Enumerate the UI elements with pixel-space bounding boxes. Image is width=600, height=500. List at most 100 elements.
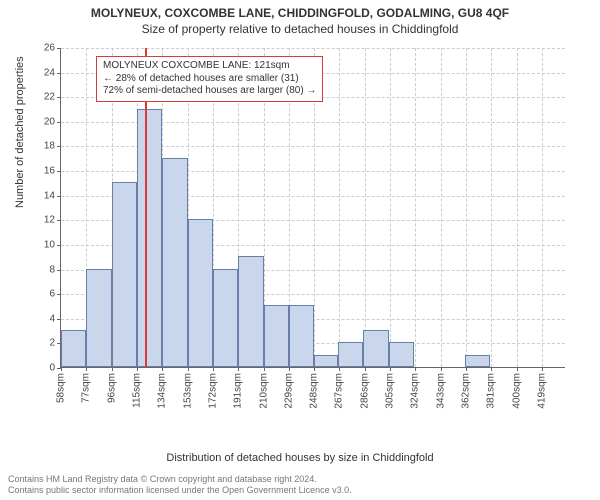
gridline-vertical — [491, 48, 492, 367]
x-tick-label: 324sqm — [410, 373, 421, 409]
x-tick-label: 134sqm — [157, 373, 168, 409]
histogram-bar — [213, 269, 238, 367]
x-tick-label: 419sqm — [537, 373, 548, 409]
title-block: MOLYNEUX, COXCOMBE LANE, CHIDDINGFOLD, G… — [0, 0, 600, 38]
x-tick-mark — [137, 367, 138, 371]
gridline-vertical — [339, 48, 340, 367]
x-tick-mark — [188, 367, 189, 371]
histogram-bar — [465, 355, 490, 367]
gridline-vertical — [365, 48, 366, 367]
y-tick-label: 24 — [44, 67, 55, 78]
y-tick-label: 14 — [44, 190, 55, 201]
y-tick-label: 12 — [44, 215, 55, 226]
annotation-box: MOLYNEUX COXCOMBE LANE: 121sqm ← 28% of … — [96, 56, 323, 102]
histogram-bar — [61, 330, 86, 367]
y-tick-label: 26 — [44, 43, 55, 54]
y-tick-label: 20 — [44, 116, 55, 127]
y-tick-label: 16 — [44, 166, 55, 177]
y-tick-mark — [57, 146, 61, 147]
y-tick-label: 8 — [49, 264, 55, 275]
x-tick-mark — [339, 367, 340, 371]
gridline-vertical — [390, 48, 391, 367]
y-tick-mark — [57, 73, 61, 74]
x-tick-mark — [491, 367, 492, 371]
x-tick-mark — [466, 367, 467, 371]
y-tick-label: 18 — [44, 141, 55, 152]
footer-line-1: Contains HM Land Registry data © Crown c… — [8, 474, 352, 485]
gridline-vertical — [415, 48, 416, 367]
chart-area: 0246810121416182022242658sqm77sqm96sqm11… — [60, 48, 565, 408]
annotation-line-3: 72% of semi-detached houses are larger (… — [103, 85, 316, 98]
x-tick-label: 343sqm — [435, 373, 446, 409]
x-tick-mark — [415, 367, 416, 371]
y-tick-label: 2 — [49, 338, 55, 349]
gridline-vertical — [517, 48, 518, 367]
gridline-vertical — [466, 48, 467, 367]
x-tick-label: 305sqm — [385, 373, 396, 409]
histogram-bar — [86, 269, 111, 367]
x-tick-mark — [86, 367, 87, 371]
histogram-bar — [338, 342, 363, 367]
x-tick-label: 286sqm — [359, 373, 370, 409]
x-tick-mark — [112, 367, 113, 371]
y-tick-mark — [57, 122, 61, 123]
histogram-bar — [363, 330, 388, 367]
x-tick-mark — [441, 367, 442, 371]
x-tick-mark — [365, 367, 366, 371]
x-tick-label: 381sqm — [486, 373, 497, 409]
y-tick-mark — [57, 48, 61, 49]
x-tick-mark — [61, 367, 62, 371]
y-tick-label: 4 — [49, 313, 55, 324]
y-tick-mark — [57, 270, 61, 271]
histogram-bar — [238, 256, 263, 367]
gridline-vertical — [542, 48, 543, 367]
y-axis-label: Number of detached properties — [14, 56, 26, 208]
x-tick-label: 400sqm — [511, 373, 522, 409]
x-tick-mark — [542, 367, 543, 371]
x-tick-mark — [264, 367, 265, 371]
x-tick-label: 210sqm — [258, 373, 269, 409]
x-tick-mark — [238, 367, 239, 371]
x-tick-label: 191sqm — [233, 373, 244, 409]
y-tick-label: 0 — [49, 363, 55, 374]
histogram-bar — [314, 355, 338, 367]
histogram-bar — [264, 305, 289, 367]
x-tick-mark — [390, 367, 391, 371]
x-tick-mark — [289, 367, 290, 371]
y-tick-mark — [57, 171, 61, 172]
y-tick-label: 6 — [49, 289, 55, 300]
footer-line-2: Contains public sector information licen… — [8, 485, 352, 496]
x-tick-label: 229sqm — [283, 373, 294, 409]
histogram-bar — [389, 342, 414, 367]
x-tick-label: 362sqm — [461, 373, 472, 409]
y-tick-label: 10 — [44, 239, 55, 250]
annotation-line-2: ← 28% of detached houses are smaller (31… — [103, 73, 316, 86]
x-axis-label: Distribution of detached houses by size … — [0, 452, 600, 464]
histogram-bar — [162, 158, 187, 367]
y-tick-mark — [57, 196, 61, 197]
plot-region: 0246810121416182022242658sqm77sqm96sqm11… — [60, 48, 565, 368]
x-tick-label: 267sqm — [334, 373, 345, 409]
page-title: MOLYNEUX, COXCOMBE LANE, CHIDDINGFOLD, G… — [8, 6, 592, 20]
x-tick-label: 115sqm — [131, 373, 142, 408]
page-subtitle: Size of property relative to detached ho… — [8, 22, 592, 36]
x-tick-mark — [162, 367, 163, 371]
x-tick-label: 153sqm — [182, 373, 193, 409]
x-tick-label: 58sqm — [56, 373, 67, 403]
annotation-line-1: MOLYNEUX COXCOMBE LANE: 121sqm — [103, 60, 316, 73]
y-tick-mark — [57, 245, 61, 246]
y-tick-mark — [57, 97, 61, 98]
x-tick-label: 77sqm — [81, 373, 92, 403]
x-tick-label: 172sqm — [207, 373, 218, 409]
y-tick-label: 22 — [44, 92, 55, 103]
x-tick-mark — [213, 367, 214, 371]
histogram-bar — [112, 182, 137, 367]
histogram-bar — [188, 219, 213, 367]
y-tick-mark — [57, 319, 61, 320]
histogram-bar — [289, 305, 314, 367]
x-tick-mark — [314, 367, 315, 371]
histogram-bar — [137, 109, 162, 367]
gridline-vertical — [441, 48, 442, 367]
footer-attribution: Contains HM Land Registry data © Crown c… — [8, 474, 352, 497]
x-tick-label: 248sqm — [309, 373, 320, 409]
